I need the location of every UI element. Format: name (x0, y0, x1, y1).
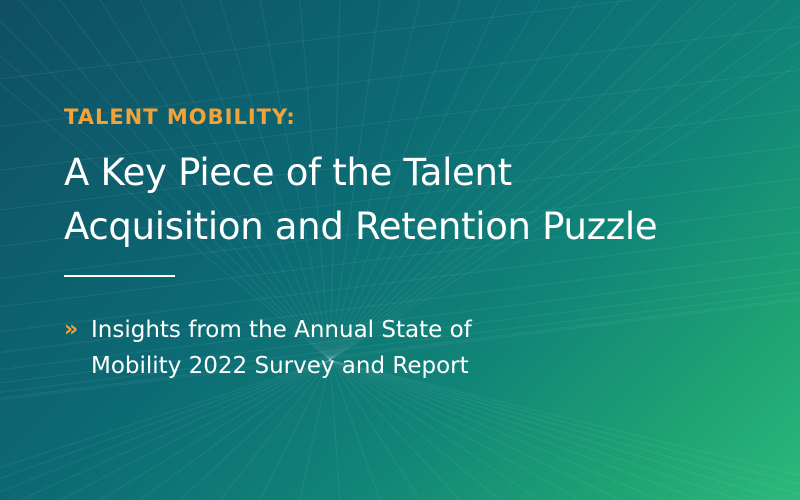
background-line (329, 0, 661, 361)
background-line (0, 359, 331, 468)
background-line (329, 359, 421, 500)
background-line (139, 0, 331, 361)
background-line (329, 359, 800, 476)
background-line (329, 40, 800, 361)
background-line (59, 359, 331, 500)
background-line (0, 0, 636, 80)
background-line (329, 359, 381, 500)
background-line (0, 269, 800, 371)
background-line (0, 25, 800, 127)
background-line (329, 0, 781, 361)
background-line (99, 0, 331, 361)
subtitle-line-2: Mobility 2022 Survey and Report (91, 353, 469, 379)
background-line (0, 359, 331, 493)
background-line (0, 291, 800, 393)
background-line (329, 359, 501, 500)
background-line (19, 359, 331, 500)
background-line (329, 0, 541, 361)
background-line (329, 359, 741, 500)
background-line (329, 14, 800, 361)
background-line (329, 359, 461, 500)
subtitle-line-1: Insights from the Annual State of (91, 317, 472, 343)
background-line (0, 83, 331, 361)
background-line (329, 0, 341, 361)
background-line (19, 0, 331, 361)
subtitle-text: Insights from the Annual State of Mobili… (91, 312, 651, 384)
headline-line-1: A Key Piece of the Talent (64, 151, 512, 194)
background-line (0, 69, 800, 171)
headline-line-2: Acquisition and Retention Puzzle (64, 205, 658, 248)
background-line (329, 0, 701, 361)
background-line (329, 0, 581, 361)
background-line (329, 0, 621, 361)
background-line (329, 0, 501, 361)
background-line (329, 0, 381, 361)
background-line (0, 109, 800, 211)
background-line (0, 206, 800, 308)
background-line (0, 54, 331, 361)
background-line (329, 359, 800, 485)
background-line (329, 0, 741, 361)
background-line (329, 359, 581, 500)
background-line (329, 0, 461, 361)
background-line (139, 359, 331, 500)
background-line (59, 0, 331, 361)
divider-rule (64, 275, 175, 277)
background-line (299, 359, 331, 500)
background-line (179, 359, 331, 500)
background-line (329, 359, 800, 495)
background-line (329, 359, 621, 500)
double-chevron-right-icon: » (64, 317, 79, 342)
eyebrow-label: TALENT MOBILITY: (64, 105, 296, 129)
background-line (329, 359, 541, 500)
background-line (0, 299, 800, 401)
background-line (329, 359, 701, 500)
background-line (219, 0, 331, 361)
background-line (329, 0, 421, 361)
background-line (299, 0, 331, 361)
background-line (0, 145, 800, 247)
background-line (329, 359, 781, 500)
background-line (99, 359, 331, 500)
background-line (0, 231, 800, 333)
background-line (0, 177, 800, 279)
background-line (0, 252, 800, 353)
background-line (329, 62, 800, 361)
background-line (0, 297, 800, 399)
background-line (219, 359, 331, 500)
background-line (179, 0, 331, 361)
background-line (0, 19, 331, 361)
headline: A Key Piece of the Talent Acquisition an… (64, 146, 784, 254)
background-line (0, 282, 800, 384)
background-line (259, 359, 331, 500)
background-line (329, 359, 341, 500)
background-line (259, 0, 331, 361)
background-line (0, 359, 331, 479)
background-line (329, 359, 661, 500)
